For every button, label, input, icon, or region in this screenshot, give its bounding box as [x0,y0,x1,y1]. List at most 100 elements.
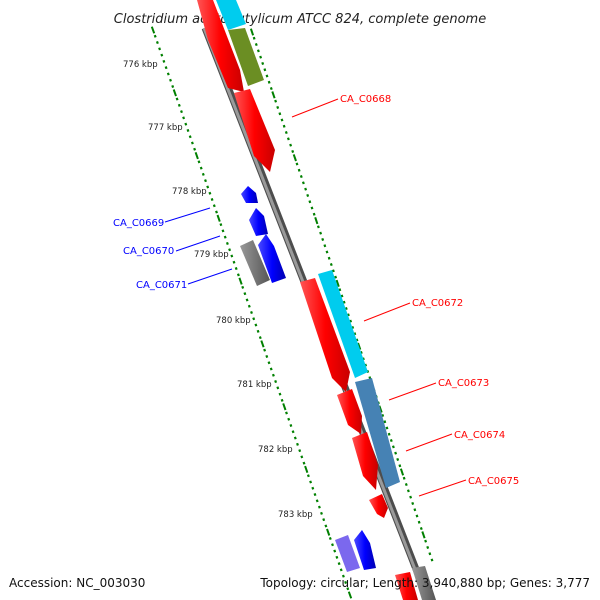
kbp-tick [153,34,157,38]
kbp-tick [287,417,291,421]
kbp-label: 779 kbp [194,250,229,260]
kbp-tick [252,36,256,40]
kbp-tick [306,474,310,478]
gene-arrow-CA_C0673-steelblue[interactable] [355,378,400,488]
gene-label-CA_C0668[interactable]: CA_C0668 [340,94,391,105]
kbp-tick [295,162,299,166]
gene-arrow-slate-bottom[interactable] [335,535,360,572]
kbp-tick [282,403,287,411]
kbp-tick [349,319,353,323]
kbp-tick [308,200,312,204]
kbp-tick [355,338,359,342]
kbp-tick [225,241,229,245]
kbp-tick [164,66,168,70]
kbp-tick [289,424,293,427]
kbp-tick [340,294,344,298]
gene-arrow-CA_C0672-cyan[interactable] [318,270,368,378]
kbp-tick [293,436,297,440]
gene-arrow-CA_C0673[interactable] [337,389,362,434]
kbp-tick [236,273,240,277]
kbp-tick [346,587,350,591]
kbp-tick [219,223,223,227]
kbp-tick [280,398,284,402]
kbp-tick [276,105,280,109]
gene-arrow-CA_C0668[interactable] [234,89,275,172]
kbp-tick [304,187,308,191]
kbp-tick [313,493,317,497]
gene-label-CA_C0671[interactable]: CA_C0671 [136,280,187,291]
kbp-tick [341,574,345,578]
kbp-tick [309,480,313,484]
kbp-tick [300,455,304,459]
kbp-tick [241,285,245,289]
gene-arrow-olive[interactable] [228,28,264,86]
gene-label-CA_C0669[interactable]: CA_C0669 [113,218,164,229]
kbp-tick [259,55,263,59]
kbp-tick [216,214,221,222]
kbp-tick [190,141,194,145]
kbp-tick [199,166,203,170]
kbp-tick [317,505,321,509]
kbp-tick [404,483,408,487]
kbp-tick [193,147,197,151]
gene-arrow-gray-reverse[interactable] [240,240,270,286]
gene-arrow-CA_C0669[interactable] [241,186,258,203]
kbp-tick [254,323,258,327]
kbp-label: 782 kbp [258,445,293,455]
kbp-tick [201,172,205,176]
kbp-tick [322,518,326,522]
kbp-tick [282,124,286,128]
gene-arrow-blue-bottom[interactable] [354,530,376,570]
kbp-tick [399,468,405,476]
kbp-tick [175,97,179,101]
gene-arrow-cyan-top[interactable] [216,0,246,30]
kbp-tick [381,413,385,417]
gene-label-CA_C0670[interactable]: CA_C0670 [123,246,174,257]
kbp-tick [328,537,332,540]
kbp-tick [394,451,398,455]
gene-arrow-CA_C0670[interactable] [249,208,268,236]
kbp-label: 778 kbp [172,187,207,197]
kbp-tick [353,332,357,336]
kbp-label: 780 kbp [216,316,251,326]
kbp-tick [285,411,288,415]
kbp-tick [158,47,162,51]
kbp-tick [169,78,172,82]
kbp-tick [344,307,348,311]
kbp-tick [411,501,415,505]
gene-arrow-CA_C0674[interactable] [352,432,378,490]
kbp-tick [221,229,225,233]
kbp-tick [428,552,432,556]
kbp-tick [402,476,406,480]
kbp-label: 781 kbp [237,380,272,390]
kbp-tick [415,514,419,518]
kbp-tick [342,300,346,304]
gene-arrow-CA_C0671[interactable] [258,234,286,283]
kbp-tick [321,237,325,241]
kbp-tick [359,351,363,355]
gene-label-CA_C0675[interactable]: CA_C0675 [468,476,519,487]
kbp-tick [337,562,341,566]
kbp-tick [278,112,282,116]
kbp-tick [162,59,166,63]
kbp-tick [406,489,410,493]
kbp-label: 783 kbp [278,510,313,520]
kbp-label: 777 kbp [148,123,183,133]
gene-label-CA_C0672[interactable]: CA_C0672 [412,298,463,309]
kbp-tick [278,392,282,396]
gene-arrow-red-bottom[interactable] [395,572,418,600]
kbp-tick [391,445,395,449]
kbp-tick [172,89,177,97]
kbp-tick [182,116,186,120]
gene-arrow-CA_C0675[interactable] [369,494,388,518]
kbp-tick [155,41,159,45]
gene-label-CA_C0674[interactable]: CA_C0674 [454,430,505,441]
gene-label-CA_C0673[interactable]: CA_C0673 [438,378,489,389]
kbp-tick [194,151,199,160]
kbp-tick [265,354,269,358]
gene-arrow-CA_C0672-red[interactable] [300,278,350,392]
gene-arrow-gray-bottom[interactable] [412,566,436,600]
kbp-tick [250,311,253,314]
gene-arrow-forward-top[interactable] [197,0,244,92]
